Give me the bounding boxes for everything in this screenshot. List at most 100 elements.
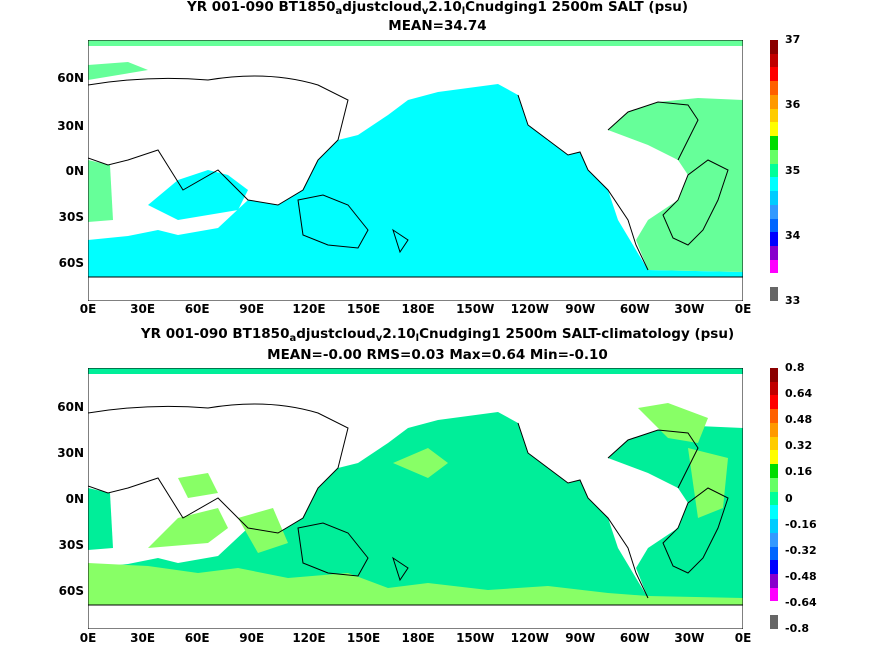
top-xtick-9: 90W: [565, 302, 596, 316]
bottom-cbar-label-2: 0.48: [785, 413, 813, 427]
bottom-ytick-30s: 30S: [58, 538, 84, 552]
top-cbar-swatch-1: [770, 53, 778, 68]
bottom-cbar-swatch-8: [770, 477, 778, 492]
top-cbar-swatch-0: [770, 40, 778, 54]
bottom-map: [88, 368, 743, 629]
bottom-subtitle: MEAN=-0.00 RMS=0.03 Max=0.64 Min=-0.10: [267, 347, 608, 363]
bottom-cbar-swatch-15: [770, 574, 778, 588]
bottom-cbar-label-4: 0.16: [785, 465, 813, 479]
bottom-cbar-swatch-1: [770, 381, 778, 396]
bottom-title: YR 001-090 BT1850adjustcloudv2.10lCnudgi…: [140, 326, 735, 344]
top-cbar-label-37: 37: [785, 33, 801, 46]
top-cbar-swatch-12: [770, 204, 778, 219]
bottom-cbar-swatch-10: [770, 505, 778, 520]
top-cbar-label-34: 34: [785, 229, 801, 242]
top-cbar-swatch-10: [770, 177, 778, 192]
top-cbar-swatch-8: [770, 149, 778, 164]
top-cbar-swatch-2: [770, 67, 778, 82]
bottom-ytick-60s: 60S: [58, 584, 84, 598]
top-xtick-5: 150E: [346, 302, 381, 316]
bottom-ytick-0n: 0N: [65, 492, 84, 506]
top-xtick-0: 0E: [79, 302, 97, 316]
top-colorbar: [770, 40, 778, 301]
bottom-xtick-2: 60E: [184, 631, 210, 645]
bottom-xtick-12: 0E: [734, 631, 752, 645]
top-cbar-swatch-7: [770, 136, 778, 150]
top-map: [88, 40, 743, 301]
top-title: YR 001-090 BT1850adjustcloudv2.10lCnudgi…: [186, 0, 689, 17]
top-cbar-swatch-17: [770, 273, 778, 288]
top-cbar-label-35: 35: [785, 164, 801, 177]
top-cbar-swatch-18: [770, 287, 778, 301]
bottom-xtick-9: 90W: [565, 631, 596, 645]
top-cbar-swatch-14: [770, 232, 778, 247]
bottom-cbar-swatch-18: [770, 615, 778, 629]
bottom-ocean-positive: [88, 403, 743, 605]
bottom-xtick-5: 150E: [346, 631, 381, 645]
top-ytick-30s: 30S: [58, 210, 84, 224]
top-xtick-3: 90E: [239, 302, 265, 316]
top-cbar-swatch-9: [770, 163, 778, 178]
top-cbar-swatch-6: [770, 122, 778, 137]
top-xtick-11: 30W: [674, 302, 705, 316]
bottom-cbar-swatch-3: [770, 409, 778, 423]
bottom-cbar-swatch-16: [770, 587, 778, 602]
bottom-cbar-label-1: 0.64: [785, 387, 813, 401]
top-ytick-0n: 0N: [65, 164, 84, 178]
bottom-cbar-label-9: -0.64: [785, 595, 817, 609]
top-cbar-swatch-15: [770, 246, 778, 260]
bottom-cbar-swatch-14: [770, 560, 778, 575]
bottom-ytick-60n: 60N: [57, 400, 84, 414]
top-map-panel: [88, 40, 743, 301]
bottom-cbar-swatch-17: [770, 601, 778, 616]
bottom-xtick-6: 180E: [401, 631, 435, 645]
bottom-cbar-label-7: -0.32: [785, 543, 817, 557]
bottom-xtick-10: 60W: [619, 631, 650, 645]
bottom-cbar-swatch-0: [770, 368, 778, 382]
bottom-xtick-11: 30W: [674, 631, 705, 645]
top-ocean-atlantic: [88, 40, 743, 272]
top-xtick-6: 180E: [401, 302, 435, 316]
top-cbar-swatch-13: [770, 218, 778, 233]
top-cbar-swatch-3: [770, 81, 778, 95]
top-ytick-60n: 60N: [57, 71, 84, 85]
bottom-cbar-label-3: 0.32: [785, 439, 813, 453]
bottom-xtick-1: 30E: [130, 631, 156, 645]
bottom-xtick-7: 150W: [456, 631, 495, 645]
top-ytick-60s: 60S: [58, 256, 84, 270]
top-xtick-1: 30E: [130, 302, 156, 316]
top-xtick-2: 60E: [184, 302, 210, 316]
bottom-cbar-label-8: -0.48: [785, 569, 817, 583]
bottom-cbar-swatch-2: [770, 395, 778, 410]
bottom-cbar-label-5: 0: [785, 491, 793, 505]
top-xtick-12: 0E: [734, 302, 752, 316]
top-cbar-swatch-4: [770, 94, 778, 109]
bottom-cbar-swatch-5: [770, 436, 778, 451]
top-cbar-swatch-11: [770, 191, 778, 205]
top-cbar-label-33: 33: [785, 294, 801, 307]
bottom-cbar-swatch-13: [770, 546, 778, 561]
bottom-cbar-swatch-11: [770, 519, 778, 533]
bottom-xtick-8: 120W: [510, 631, 549, 645]
bottom-cbar-swatch-4: [770, 422, 778, 437]
top-cbar-swatch-5: [770, 108, 778, 123]
bottom-cbar-swatch-7: [770, 464, 778, 478]
top-subtitle: MEAN=34.74: [388, 18, 487, 34]
bottom-cbar-swatch-6: [770, 450, 778, 465]
top-cbar-label-36: 36: [785, 98, 801, 111]
bottom-xtick-3: 90E: [239, 631, 265, 645]
bottom-cbar-label-6: -0.16: [785, 517, 817, 531]
bottom-xtick-0: 0E: [79, 631, 97, 645]
bottom-map-panel: [88, 368, 743, 629]
top-xtick-8: 120W: [510, 302, 549, 316]
bottom-xtick-4: 120E: [292, 631, 326, 645]
top-ytick-30n: 30N: [57, 119, 84, 133]
bottom-cbar-label-10: -0.8: [785, 622, 810, 635]
bottom-colorbar: [770, 368, 778, 629]
top-cbar-swatch-16: [770, 259, 778, 274]
top-xtick-4: 120E: [292, 302, 326, 316]
bottom-cbar-swatch-12: [770, 532, 778, 547]
top-xtick-7: 150W: [456, 302, 495, 316]
bottom-cbar-label-0: 0.8: [785, 361, 805, 374]
top-xtick-10: 60W: [619, 302, 650, 316]
